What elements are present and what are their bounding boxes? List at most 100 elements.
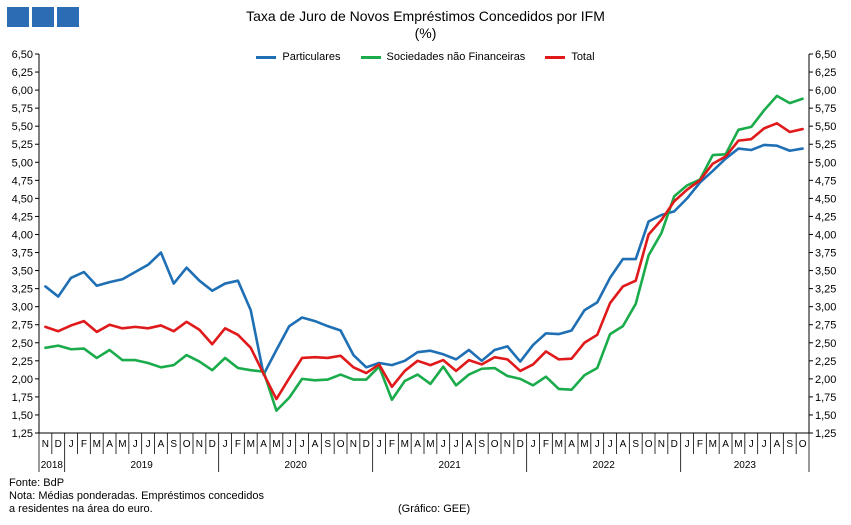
x-month-label: J <box>762 439 767 450</box>
legend-swatch-total <box>545 55 566 59</box>
x-month-label: M <box>709 439 717 450</box>
series-line-total <box>44 122 804 401</box>
logo-square <box>32 7 54 27</box>
y-tick-label-right: 1,75 <box>815 392 836 404</box>
x-month-label: M <box>272 439 280 450</box>
y-tick-label-right: 5,75 <box>815 103 836 115</box>
y-tick-label-left: 4,25 <box>12 211 33 223</box>
y-tick-label-left: 4,00 <box>12 229 33 241</box>
y-tick-label-left: 2,50 <box>12 338 33 350</box>
chart-title-block: Taxa de Juro de Novos Empréstimos Conced… <box>0 8 851 42</box>
x-month-label: O <box>645 439 653 450</box>
y-tick-label-left: 4,50 <box>12 193 33 205</box>
x-month-label: D <box>55 439 62 450</box>
x-year-label: 2022 <box>593 460 616 471</box>
x-month-label: S <box>632 439 639 450</box>
y-tick-label-left: 1,75 <box>12 392 33 404</box>
x-month-label: J <box>223 439 228 450</box>
x-month-label: A <box>312 439 319 450</box>
x-month-label: D <box>517 439 524 450</box>
chart-subtitle: (%) <box>414 25 437 41</box>
x-month-label: F <box>543 439 549 450</box>
x-month-label: A <box>722 439 729 450</box>
x-month-label: A <box>466 439 473 450</box>
x-month-label: A <box>260 439 267 450</box>
legend-label-sociedades: Sociedades não Financeiras <box>386 51 526 63</box>
x-month-label: F <box>697 439 703 450</box>
x-month-label: J <box>133 439 138 450</box>
chart-credit: (Gráfico: GEE) <box>398 503 471 515</box>
y-tick-label-right: 3,00 <box>815 302 836 314</box>
x-month-label: N <box>658 439 665 450</box>
x-month-label: N <box>42 439 49 450</box>
series-line-sociedades <box>44 94 804 412</box>
x-month-label: A <box>106 439 113 450</box>
legend-label-particulares: Particulares <box>282 51 341 63</box>
x-month-label: A <box>568 439 575 450</box>
y-tick-label-left: 3,25 <box>12 284 33 296</box>
x-month-label: J <box>749 439 754 450</box>
y-tick-label-right: 4,50 <box>815 193 836 205</box>
x-month-label: A <box>414 439 421 450</box>
y-tick-label-right: 6,25 <box>815 67 836 79</box>
x-month-label: A <box>158 439 165 450</box>
y-tick-label-right: 5,50 <box>815 121 836 133</box>
y-tick-label-right: 5,25 <box>815 139 836 151</box>
x-month-label: F <box>81 439 87 450</box>
x-month-label: J <box>531 439 536 450</box>
y-tick-label-left: 3,75 <box>12 248 33 260</box>
x-month-label: S <box>170 439 177 450</box>
y-tick-label-left: 6,25 <box>12 67 33 79</box>
x-month-label: J <box>595 439 600 450</box>
y-tick-label-left: 1,50 <box>12 410 33 422</box>
legend-swatch-particulares <box>256 55 277 59</box>
x-month-label: J <box>441 439 446 450</box>
x-month-label: N <box>350 439 357 450</box>
x-month-label: J <box>454 439 459 450</box>
chart-legend: Particulares Sociedades não Financeiras … <box>0 51 851 63</box>
y-tick-label-left: 5,50 <box>12 121 33 133</box>
x-month-label: O <box>799 439 807 450</box>
y-tick-label-right: 4,00 <box>815 229 836 241</box>
y-tick-label-left: 2,25 <box>12 356 33 368</box>
y-tick-label-right: 1,50 <box>815 410 836 422</box>
y-tick-label-right: 6,50 <box>815 49 836 61</box>
y-tick-label-right: 2,25 <box>815 356 836 368</box>
y-tick-label-right: 2,00 <box>815 374 836 386</box>
y-tick-label-left: 5,00 <box>12 157 33 169</box>
x-month-label: S <box>786 439 793 450</box>
y-tick-label-right: 2,75 <box>815 320 836 332</box>
x-month-label: J <box>69 439 74 450</box>
x-month-label: J <box>287 439 292 450</box>
y-tick-label-left: 3,00 <box>12 302 33 314</box>
note-text-line1: Nota: Médias ponderadas. Empréstimos con… <box>9 490 264 502</box>
x-month-label: D <box>363 439 370 450</box>
x-month-label: M <box>555 439 563 450</box>
logo-square <box>7 7 29 27</box>
footer-notes: Fonte: BdP Nota: Médias ponderadas. Empr… <box>9 477 264 516</box>
logo-square <box>57 7 79 27</box>
series-line-particulares <box>44 143 804 376</box>
x-month-label: J <box>146 439 151 450</box>
y-tick-label-left: 3,50 <box>12 266 33 278</box>
x-month-label: A <box>774 439 781 450</box>
y-tick-label-right: 5,00 <box>815 157 836 169</box>
x-month-label: A <box>620 439 627 450</box>
y-tick-label-right: 4,75 <box>815 175 836 187</box>
x-month-label: J <box>685 439 690 450</box>
y-tick-label-right: 1,25 <box>815 428 836 440</box>
x-month-label: F <box>235 439 241 450</box>
x-year-label: 2019 <box>131 460 154 471</box>
x-month-label: J <box>608 439 613 450</box>
y-tick-label-left: 6,50 <box>12 49 33 61</box>
x-month-label: S <box>478 439 485 450</box>
y-tick-label-right: 3,75 <box>815 248 836 260</box>
x-month-label: N <box>196 439 203 450</box>
y-tick-label-right: 3,25 <box>815 284 836 296</box>
y-tick-label-left: 4,75 <box>12 175 33 187</box>
y-tick-label-left: 2,75 <box>12 320 33 332</box>
y-tick-label-left: 5,25 <box>12 139 33 151</box>
legend-label-total: Total <box>571 51 595 63</box>
y-tick-label-left: 6,00 <box>12 85 33 97</box>
x-month-label: M <box>247 439 255 450</box>
